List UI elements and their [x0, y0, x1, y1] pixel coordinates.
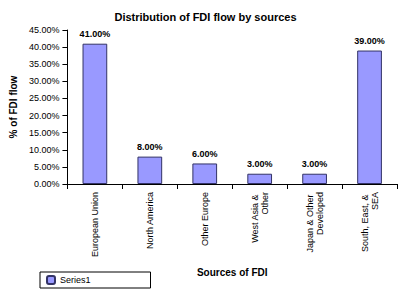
svg-text:39.00%: 39.00% — [354, 36, 385, 46]
svg-text:Sources of FDI: Sources of FDI — [197, 267, 268, 278]
svg-text:30.00%: 30.00% — [29, 76, 60, 86]
svg-text:0.00%: 0.00% — [34, 179, 60, 189]
svg-text:Other Europe: Other Europe — [200, 192, 210, 246]
svg-text:Other: Other — [260, 192, 270, 215]
svg-text:6.00%: 6.00% — [192, 149, 218, 159]
svg-text:40.00%: 40.00% — [29, 42, 60, 52]
svg-text:South, East, &: South, East, & — [360, 192, 370, 252]
svg-text:35.00%: 35.00% — [29, 59, 60, 69]
svg-text:15.00%: 15.00% — [29, 128, 60, 138]
svg-text:25.00%: 25.00% — [29, 93, 60, 103]
svg-text:North America: North America — [145, 192, 155, 249]
svg-text:20.00%: 20.00% — [29, 111, 60, 121]
svg-text:41.00%: 41.00% — [80, 29, 111, 39]
svg-text:8.00%: 8.00% — [137, 142, 163, 152]
svg-text:45.00%: 45.00% — [29, 25, 60, 35]
svg-text:Japan & Other: Japan & Other — [305, 192, 315, 253]
svg-text:Distribution of FDI flow by so: Distribution of FDI flow by sources — [114, 11, 296, 23]
svg-text:European Union: European Union — [90, 192, 100, 257]
svg-text:10.00%: 10.00% — [29, 145, 60, 155]
svg-text:SEA: SEA — [370, 192, 380, 210]
svg-text:3.00%: 3.00% — [302, 159, 328, 169]
svg-text:West Asia &: West Asia & — [250, 192, 260, 243]
svg-text:Series1: Series1 — [60, 275, 91, 285]
svg-text:Developed: Developed — [315, 192, 325, 235]
svg-text:% of FDI flow: % of FDI flow — [8, 75, 19, 138]
svg-text:3.00%: 3.00% — [247, 159, 273, 169]
svg-text:5.00%: 5.00% — [34, 162, 60, 172]
